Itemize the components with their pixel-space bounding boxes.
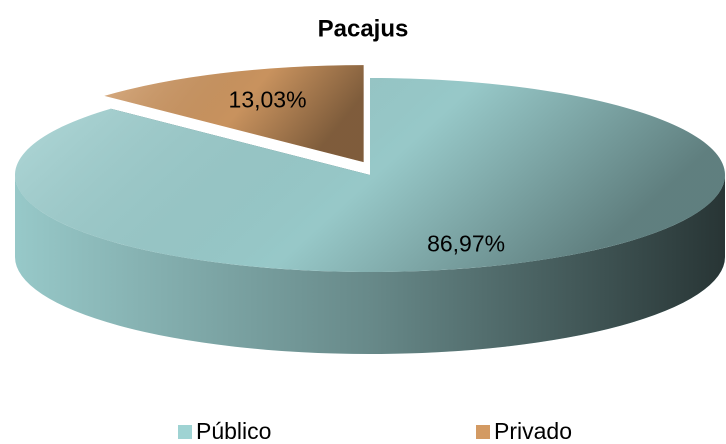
slice-shade xyxy=(104,65,364,163)
slice-shade xyxy=(14,78,725,272)
data-label: 86,97% xyxy=(427,231,505,257)
slice-side-shade xyxy=(15,175,725,354)
legend-label: Público xyxy=(196,418,271,444)
legend-label: Privado xyxy=(494,418,572,444)
legend-swatch xyxy=(178,425,192,439)
data-label: 13,03% xyxy=(229,87,307,113)
legend-swatch xyxy=(476,425,490,439)
chart-title: Pacajus xyxy=(318,15,409,42)
